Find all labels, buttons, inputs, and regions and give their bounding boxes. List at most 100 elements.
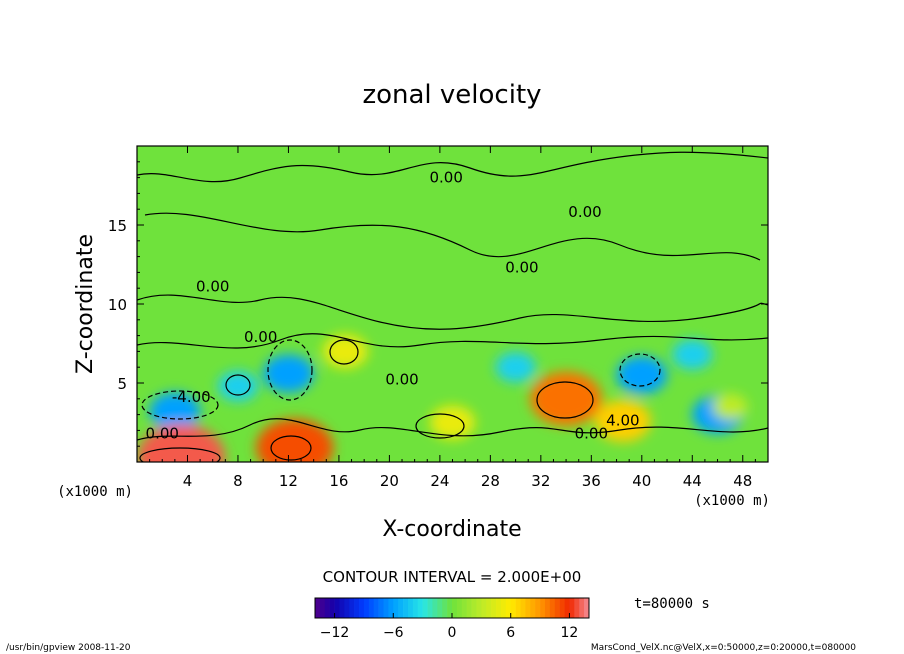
x-tick-label: 48 [733, 472, 752, 490]
colorbar-cell [584, 598, 590, 618]
field-min-1 [263, 354, 314, 393]
colorbar-cell [388, 598, 394, 618]
x-tick-label: 20 [380, 472, 399, 490]
footer-left: /usr/bin/gpview 2008-11-20 [6, 643, 131, 653]
contour-label-9: 0.00 [575, 424, 608, 442]
colorbar-cell [432, 598, 438, 618]
colorbar-cell [422, 598, 428, 618]
footer-right: MarsCond_VelX.nc@VelX,x=0:50000,z=0:2000… [591, 643, 856, 653]
colorbar-cell [339, 598, 345, 618]
contour-label-2: 0.00 [568, 203, 601, 221]
colorbar-cell [437, 598, 443, 618]
contour-labels: 0.000.000.000.000.000.00-4.000.00 0.004.0… [146, 168, 640, 442]
colorbar [315, 598, 590, 618]
colorbar-cell [500, 598, 507, 618]
colorbar-cell [363, 598, 370, 618]
y-axis-label: Z-coordinate [73, 234, 98, 374]
contour-interval-text: CONTOUR INTERVAL = 2.000E+00 [323, 568, 582, 586]
colorbar-cell [403, 598, 409, 618]
colorbar-cell [412, 598, 419, 618]
contour-max-5 [415, 413, 465, 439]
field-max-14 [712, 393, 748, 420]
colorbar-tick-label: 12 [561, 625, 579, 641]
colorbar-cell [398, 598, 404, 618]
colorbar-cell [354, 598, 360, 618]
plot-area: 0.000.000.000.000.000.00-4.000.00 0.004.0… [137, 146, 768, 462]
x-tick-label: 8 [233, 472, 243, 490]
field-min-4 [616, 356, 668, 395]
x-tick-label: 28 [481, 472, 500, 490]
contour-max-3 [536, 381, 594, 419]
colorbar-cell [334, 598, 340, 618]
x-tick-label: 12 [279, 472, 298, 490]
colorbar-cell [574, 598, 580, 618]
colorbar-cell [525, 598, 531, 618]
colorbar-tick-label: −12 [320, 625, 350, 641]
field-max-8 [137, 424, 226, 462]
colorbar-cell [554, 598, 560, 618]
colorbar-cell [564, 598, 570, 618]
colorbar-tick-label: 6 [506, 625, 515, 641]
colorbar-cell [383, 598, 389, 618]
contour-label-10: 4.00 [606, 412, 639, 430]
colorbar-cell [481, 598, 487, 618]
colorbar-cell [359, 598, 365, 618]
contour-label-6: 0.00 [385, 371, 418, 389]
colorbar-cell [349, 598, 355, 618]
contour-zero-band [137, 333, 768, 349]
colorbar-cell [442, 598, 448, 618]
colorbar-cell [515, 598, 521, 618]
colorbar-cell [344, 598, 350, 618]
colorbar-cell [456, 598, 463, 618]
time-label: t=80000 s [634, 596, 710, 612]
colorbar-cell [491, 598, 497, 618]
x-tick-label: 40 [632, 472, 651, 490]
colorbar-cell [378, 598, 384, 618]
colorbar-cell [368, 598, 375, 618]
colorbar-cell [510, 598, 516, 618]
contour-max-4 [329, 339, 359, 365]
y-axis-ticks: 5 10 15 [108, 161, 768, 447]
colorbar-cell [540, 598, 546, 618]
colorbar-cell [461, 598, 467, 618]
x-tick-label: 4 [183, 472, 193, 490]
contour-zero-mid [144, 212, 761, 261]
y-tick-label: 15 [108, 217, 127, 235]
contour-max-1 [139, 447, 221, 462]
x-axis-ticks: 4 8 12 16 20 24 28 32 36 40 44 48 [149, 146, 756, 490]
y-tick-label: 5 [117, 375, 127, 393]
colorbar-cell [579, 598, 585, 618]
contour-min-2 [141, 390, 219, 420]
contour-max-2 [270, 435, 312, 461]
colorbar-cell [324, 598, 330, 618]
colorbar-cell [329, 598, 335, 618]
colorbar-cell [530, 598, 536, 618]
colorbar-cell [549, 598, 556, 618]
contour-lines [137, 151, 768, 462]
colorbar-tick-label: −6 [383, 625, 404, 641]
colorbar-cell [520, 598, 526, 618]
colorbar-cell [447, 598, 453, 618]
y-tick-label: 10 [108, 296, 127, 314]
colorbar-cell [535, 598, 541, 618]
colorbar-cell [407, 598, 414, 618]
field-min-5 [672, 339, 713, 370]
x-tick-label: 36 [582, 472, 601, 490]
colorbar-cell [466, 598, 472, 618]
colorbar-cell [319, 598, 326, 618]
contour-min-1 [267, 339, 313, 401]
x-axis-label: X-coordinate [382, 517, 521, 542]
colorbar-cell [486, 598, 492, 618]
contour-zero-upper [137, 151, 768, 183]
x-unit-label: (x1000 m) [694, 493, 770, 509]
x-tick-label: 16 [329, 472, 348, 490]
colorbar-cell [393, 598, 399, 618]
contour-label-3: 0.00 [505, 258, 538, 276]
contour-zero-low [137, 294, 768, 330]
contour-label-7: -4.00 [172, 388, 211, 406]
field-min-2 [149, 392, 201, 431]
colorbar-cell [505, 598, 512, 618]
colorbar-cell [452, 598, 458, 618]
colorbar-cell [427, 598, 433, 618]
